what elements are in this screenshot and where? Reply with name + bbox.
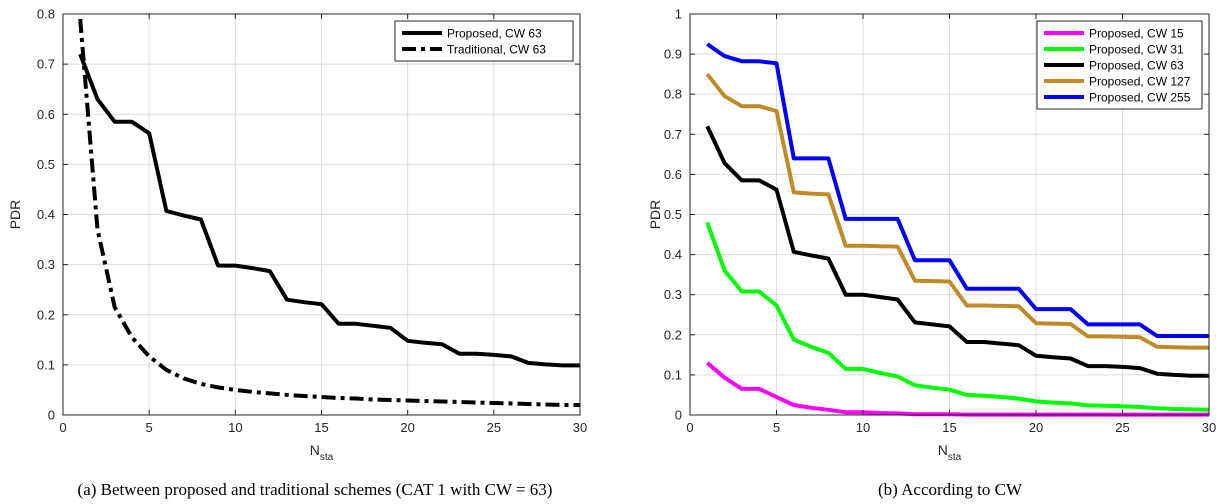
y-tick-label: 0.3	[37, 257, 55, 272]
x-tick-label: 30	[573, 420, 587, 435]
y-tick-label: 1	[675, 7, 682, 22]
x-tick-label: 10	[856, 420, 870, 435]
x-axis-label-subscript: sta	[320, 452, 334, 463]
legend: Proposed, CW 15 Proposed, CW 31 Proposed, …	[1036, 20, 1203, 110]
legend-label: Proposed, CW 15	[1089, 27, 1184, 41]
legend: Proposed, CW 63 Traditional, CW 63	[394, 20, 574, 62]
series-line-proposed-cw-63	[705, 125, 1209, 378]
x-tick-label: 5	[146, 420, 153, 435]
series-line-traditional-cw-63	[78, 18, 580, 407]
y-axis-label: PDR	[647, 200, 663, 230]
y-tick-label: 0.9	[664, 47, 682, 62]
y-tick-label: 0.8	[664, 87, 682, 102]
y-tick-label: 0	[48, 408, 55, 423]
series-line-proposed-cw-31	[705, 221, 1210, 412]
y-tick-label: 0.6	[664, 167, 682, 182]
y-tick-label: 0	[675, 408, 682, 423]
legend-box	[394, 20, 574, 62]
x-axis-label-subscript: sta	[948, 452, 962, 463]
y-tick-label: 0.2	[37, 307, 55, 322]
x-tick-label: 10	[228, 420, 242, 435]
y-tick-label: 0.2	[664, 327, 682, 342]
series-line-proposed-cw-255	[706, 42, 1209, 338]
y-tick-label: 0.3	[664, 287, 682, 302]
x-axis-label: Nsta	[310, 442, 334, 463]
x-tick-label: 15	[942, 420, 956, 435]
y-tick-label: 0.5	[664, 207, 682, 222]
legend-label: Proposed, CW 31	[1089, 43, 1184, 57]
legend-label: Proposed, CW 255	[1089, 91, 1191, 105]
y-tick-label: 0.1	[37, 357, 55, 372]
y-axis-label: PDR	[7, 200, 23, 230]
y-tick-label: 0.7	[37, 57, 55, 72]
y-tick-label: 0.5	[37, 157, 55, 172]
x-tick-label: 15	[314, 420, 328, 435]
panel-a: 0 5 10 15 20 25 30 0 0.1 0.2 0.3 0.4 0.5 0.6 0.7 0.8 Nst…	[7, 7, 587, 500]
legend-label: Proposed, CW 127	[1089, 75, 1191, 89]
x-tick-label: 30	[1202, 420, 1216, 435]
y-tick-label: 0.8	[37, 7, 55, 22]
x-tick-label: 25	[1115, 420, 1129, 435]
legend-label: Proposed, CW 63	[447, 27, 542, 41]
y-tick-label: 0.4	[37, 207, 55, 222]
x-tick-label: 0	[686, 420, 693, 435]
legend-label: Traditional, CW 63	[447, 43, 546, 57]
series-line-proposed-cw-127	[705, 72, 1209, 350]
x-tick-label: 20	[400, 420, 414, 435]
x-axis-label: Nsta	[938, 442, 962, 463]
series-line-proposed-cw-63	[78, 53, 580, 368]
y-tick-label: 0.6	[37, 107, 55, 122]
panel-caption: (b) According to CW	[878, 480, 1023, 499]
y-tick-label: 0.1	[664, 367, 682, 382]
x-tick-label: 0	[59, 420, 66, 435]
y-tick-label: 0.7	[664, 127, 682, 142]
panel-caption: (a) Between proposed and traditional sch…	[78, 480, 553, 499]
x-tick-label: 25	[487, 420, 501, 435]
y-tick-label: 0.4	[664, 247, 682, 262]
panel-b: 0 5 10 15 20 25 30 0 0.1 0.2 0.3 0.4 0.5 0.6 0.7 0.8 0.9…	[647, 7, 1216, 500]
legend-label: Proposed, CW 63	[1089, 59, 1184, 73]
x-tick-label: 5	[773, 420, 780, 435]
x-axis-label-main: N	[310, 442, 320, 458]
x-axis-label-main: N	[938, 442, 948, 458]
x-tick-label: 20	[1029, 420, 1043, 435]
